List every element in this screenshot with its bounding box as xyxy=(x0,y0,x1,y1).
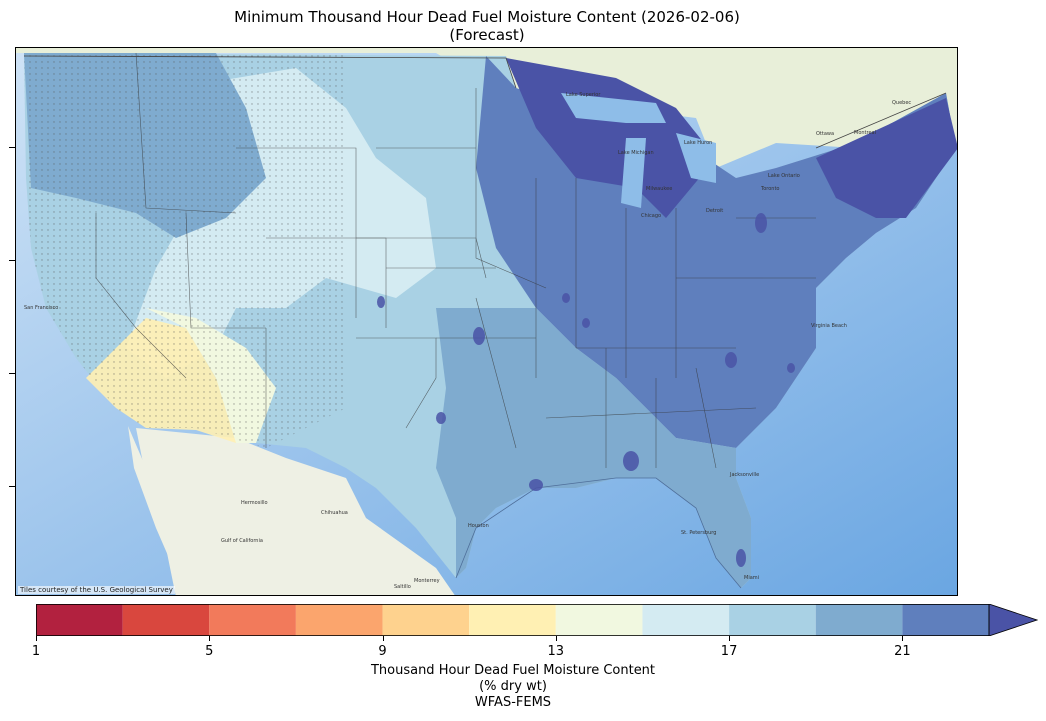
map-label: Lake Superior xyxy=(566,92,601,98)
colorbar-bin xyxy=(729,604,816,636)
colorbar-tick-label: 17 xyxy=(720,644,738,659)
map-label: Milwaukee xyxy=(646,186,673,192)
mexico-land xyxy=(136,428,455,595)
map-label: Jacksonville xyxy=(730,472,760,478)
colorbar-bin xyxy=(36,604,123,636)
colorbar-tick-label: 13 xyxy=(547,644,565,659)
colorbar-tick xyxy=(36,636,37,641)
colorbar-bin xyxy=(209,604,296,636)
map-label: Monterrey xyxy=(414,578,440,584)
map-label: Gulf of California xyxy=(221,538,263,544)
chart-title-line1: Minimum Thousand Hour Dead Fuel Moisture… xyxy=(234,8,740,26)
colorbar-bin xyxy=(295,604,383,636)
colorbar-outline xyxy=(36,604,990,636)
map-label: Toronto xyxy=(761,186,780,192)
map-label: Lake Michigan xyxy=(618,150,654,156)
colorbar-tick xyxy=(729,636,731,641)
map-label: Houston xyxy=(468,523,489,529)
colorbar-tick-label: 21 xyxy=(894,644,911,659)
map-canvas xyxy=(16,48,957,595)
zone-19-21-se xyxy=(436,308,751,588)
lake-michigan xyxy=(621,138,646,208)
colorbar-bin xyxy=(815,604,903,636)
baja-peninsula xyxy=(128,426,206,595)
chart-title: Minimum Thousand Hour Dead Fuel Moisture… xyxy=(0,8,974,44)
zone-gt23-northeast xyxy=(816,98,957,218)
map-label: Lake Huron xyxy=(684,140,713,146)
map-label: Quebec xyxy=(892,100,912,106)
colorbar-bin xyxy=(122,604,210,636)
canada-land xyxy=(16,48,957,168)
map-label: Hermosillo xyxy=(241,500,268,506)
map-label: Virginia Beach xyxy=(811,323,847,329)
map-y-ticks xyxy=(9,47,15,596)
map-attribution: Tiles courtesy of the U.S. Geological Su… xyxy=(18,586,175,594)
colorbar-tick-label: 9 xyxy=(378,644,387,659)
colorbar-tick xyxy=(555,636,557,641)
map-label: Chicago xyxy=(641,213,662,219)
colorbar-label-line2: (% dry wt) xyxy=(479,679,547,694)
y-tick xyxy=(9,260,15,261)
map-label: Saltillo xyxy=(394,584,411,590)
moisture-spots xyxy=(377,213,795,567)
lake-superior xyxy=(561,93,666,123)
colorbar-tick xyxy=(382,636,384,641)
colorbar-label-line3: WFAS-FEMS xyxy=(474,695,552,710)
colorbar-label-line1: Thousand Hour Dead Fuel Moisture Content xyxy=(370,663,656,678)
colorbar-bin xyxy=(382,604,470,636)
chart-title-line2: (Forecast) xyxy=(449,26,525,44)
colorbar-label: Thousand Hour Dead Fuel Moisture Content… xyxy=(0,663,1026,711)
map-label: Miami xyxy=(744,575,760,581)
y-tick xyxy=(9,147,15,148)
zone-gt23-great-lakes xyxy=(506,58,716,218)
gulf-coast xyxy=(455,477,742,589)
colorbar-tick-label: 5 xyxy=(205,644,214,659)
colorbar-bin xyxy=(902,604,989,636)
colorbar-bin xyxy=(555,604,643,636)
canada-us-border xyxy=(23,55,947,149)
state-borders xyxy=(95,52,816,469)
colorbar-bin xyxy=(469,604,556,636)
map-label: Lake Ontario xyxy=(768,173,800,179)
map-label: Chihuahua xyxy=(321,510,348,516)
colorbar-tick xyxy=(902,636,904,641)
y-tick xyxy=(9,486,15,487)
y-tick xyxy=(9,373,15,374)
map-label: San Francisco xyxy=(24,305,59,311)
lake-huron xyxy=(676,133,716,183)
map-label: St. Petersburg xyxy=(681,530,717,536)
colorbar-extend-arrow xyxy=(988,604,1038,636)
colorbar xyxy=(36,604,1038,636)
stipple-overlay xyxy=(24,53,346,448)
map-label: Ottawa xyxy=(816,131,835,137)
colorbar-tick-label: 1 xyxy=(31,644,41,659)
map-panel[interactable]: San Francisco Lake Superior Lake Michiga… xyxy=(15,47,958,596)
colorbar-tick xyxy=(209,636,211,641)
map-label: Detroit xyxy=(706,208,724,214)
colorbar-bin xyxy=(642,604,730,636)
map-label: Montreal xyxy=(854,130,876,136)
